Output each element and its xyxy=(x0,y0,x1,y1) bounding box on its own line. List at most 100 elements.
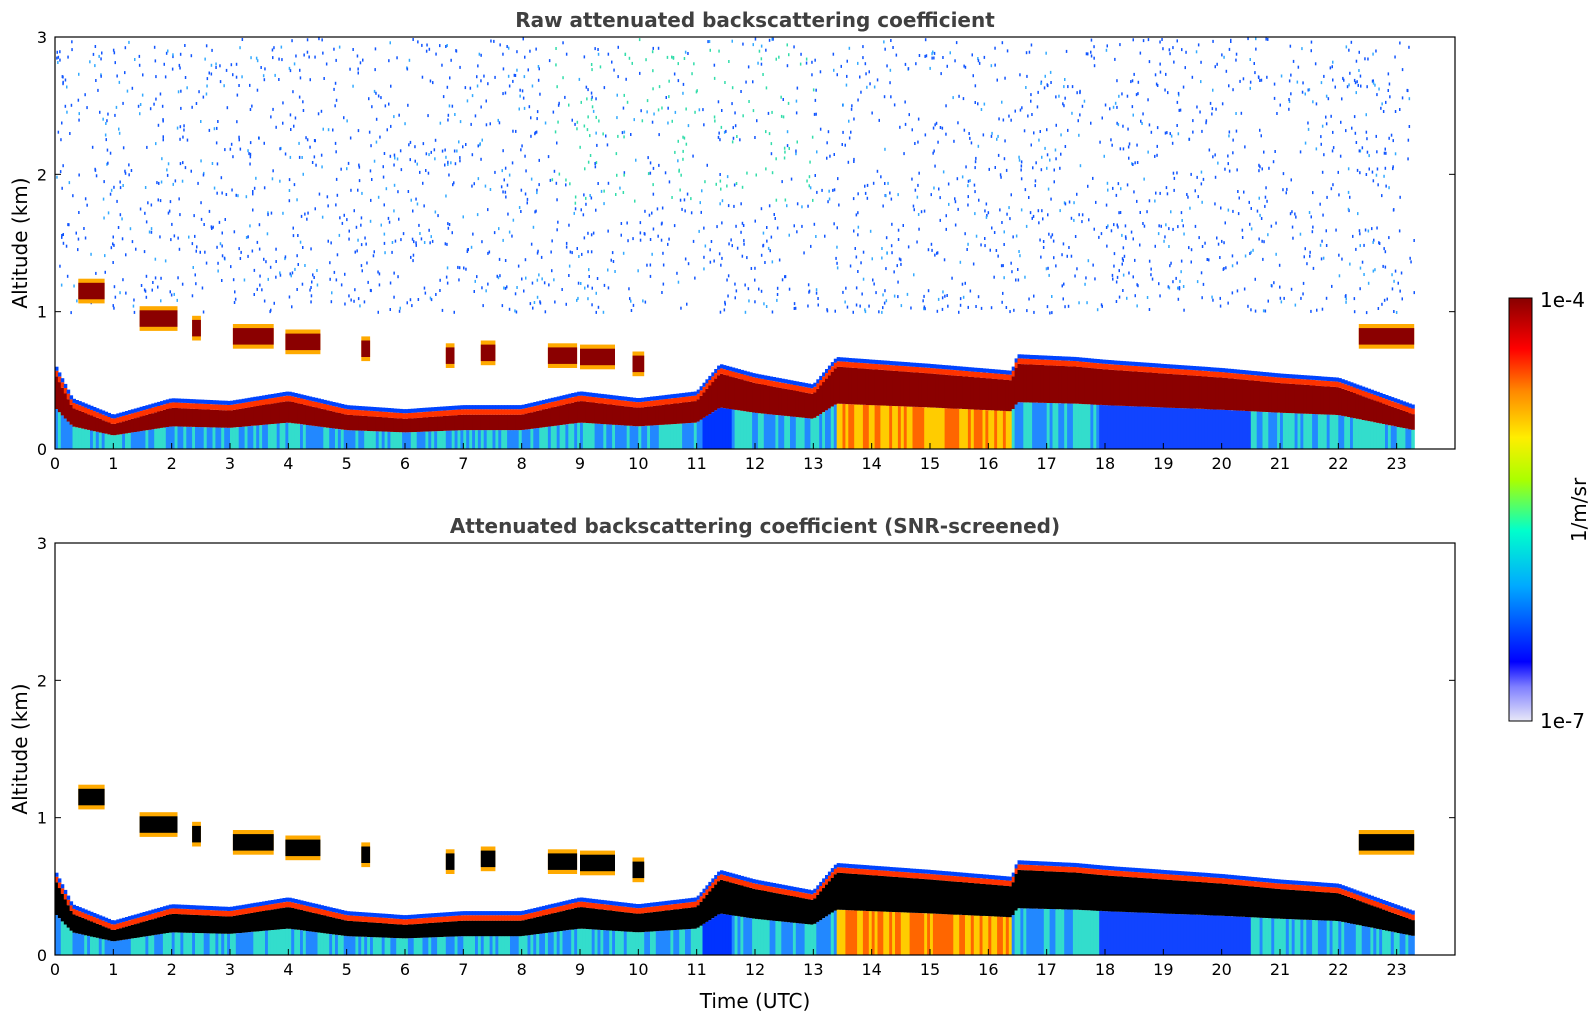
bl-lower-column xyxy=(55,409,59,449)
noise-speck xyxy=(316,269,318,272)
bl-core-column xyxy=(973,377,978,410)
bl-edge-column xyxy=(282,396,286,402)
bl-edge-column xyxy=(883,364,887,371)
noise-speck xyxy=(256,88,259,92)
noise-speck xyxy=(404,122,406,126)
noise-speck xyxy=(752,109,755,113)
noise-speck xyxy=(467,248,469,251)
bl-core-column xyxy=(1090,368,1094,405)
noise-speck xyxy=(249,83,251,87)
bl-halo-column xyxy=(101,916,106,921)
noise-speck xyxy=(746,256,748,260)
bl-core-column xyxy=(95,417,100,432)
noise-speck xyxy=(372,254,375,258)
noise-speck xyxy=(1190,260,1192,264)
noise-speck xyxy=(796,230,798,234)
bl-edge-column xyxy=(276,397,281,403)
bl-halo-column xyxy=(262,395,266,400)
bl-edge-column xyxy=(982,372,986,378)
noise-speck xyxy=(855,303,858,307)
noise-speck xyxy=(911,177,913,181)
noise-speck xyxy=(1196,175,1198,179)
bl-lower-column xyxy=(206,427,211,449)
noise-speck xyxy=(1355,141,1358,144)
noise-speck xyxy=(122,101,124,105)
bl-edge-column xyxy=(1110,364,1115,370)
bl-halo-column xyxy=(486,405,491,410)
x-tick-label: 16 xyxy=(978,454,998,473)
noise-speck xyxy=(333,47,335,51)
noise-speck xyxy=(253,186,256,190)
bl-edge-column xyxy=(218,404,222,411)
noise-speck xyxy=(1258,76,1260,79)
bl-core-column xyxy=(1358,395,1363,420)
bl-core-column xyxy=(542,409,546,428)
bl-halo-column xyxy=(139,406,144,411)
noise-speck xyxy=(162,138,164,142)
bl-lower-column xyxy=(501,430,505,449)
noise-speck xyxy=(574,122,576,126)
noise-speck xyxy=(68,223,70,227)
noise-speck xyxy=(221,254,224,258)
noise-speck xyxy=(446,266,449,270)
noise-speck xyxy=(626,221,628,225)
noise-speck xyxy=(378,272,381,276)
bl-core-column xyxy=(705,388,709,416)
bl-halo-column xyxy=(571,393,575,398)
noise-speck xyxy=(450,58,452,62)
noise-speck xyxy=(978,61,981,65)
noise-speck xyxy=(897,228,900,232)
cloud-layer xyxy=(285,333,321,351)
noise-speck xyxy=(446,44,448,47)
x-tick-label: 7 xyxy=(458,454,468,473)
noise-speck xyxy=(508,230,511,234)
noise-speck xyxy=(718,49,720,53)
noise-speck xyxy=(883,95,886,99)
noise-speck xyxy=(197,181,199,185)
noise-speck xyxy=(1384,265,1387,269)
bl-halo-column xyxy=(886,360,890,365)
noise-speck xyxy=(918,227,920,231)
bl-edge-column xyxy=(101,414,106,421)
noise-speck xyxy=(719,138,721,142)
bl-halo-column xyxy=(81,402,85,407)
bl-core-column xyxy=(399,418,403,433)
bl-halo-column xyxy=(895,361,899,366)
bl-edge-column xyxy=(903,366,908,372)
bl-edge-column xyxy=(580,395,584,402)
bl-lower-column xyxy=(1125,406,1129,449)
bl-edge-column xyxy=(256,906,260,912)
bl-halo-column xyxy=(906,362,911,367)
bl-edge-column xyxy=(515,409,520,415)
bl-lower-column xyxy=(174,932,179,955)
bl-edge-column xyxy=(1315,380,1319,386)
bl-edge-column xyxy=(798,386,803,392)
bl-core-column xyxy=(1186,375,1191,409)
noise-speck xyxy=(504,166,507,170)
noise-speck xyxy=(199,250,201,254)
bl-lower-column xyxy=(145,936,149,955)
noise-speck xyxy=(590,250,593,254)
noise-speck xyxy=(57,130,60,134)
bl-halo-column xyxy=(600,393,604,398)
noise-speck xyxy=(1032,214,1035,218)
bl-lower-column xyxy=(469,430,473,449)
bl-lower-column xyxy=(1338,415,1342,449)
noise-speck xyxy=(1118,269,1120,273)
bl-edge-column xyxy=(781,382,785,389)
noise-speck xyxy=(60,138,62,142)
bl-edge-column xyxy=(326,404,330,411)
bl-edge-column xyxy=(676,397,680,404)
noise-speck xyxy=(261,288,263,292)
noise-speck xyxy=(1237,212,1240,216)
bl-core-column xyxy=(302,910,307,931)
noise-speck xyxy=(1114,101,1117,105)
bl-lower-column xyxy=(591,423,596,449)
noise-speck xyxy=(815,88,817,92)
bl-lower-column xyxy=(1402,428,1406,449)
bl-halo-column xyxy=(950,365,954,370)
bl-edge-column xyxy=(154,406,158,413)
noise-speck xyxy=(1410,260,1412,264)
noise-speck xyxy=(1044,74,1046,78)
noise-speck xyxy=(528,105,531,109)
